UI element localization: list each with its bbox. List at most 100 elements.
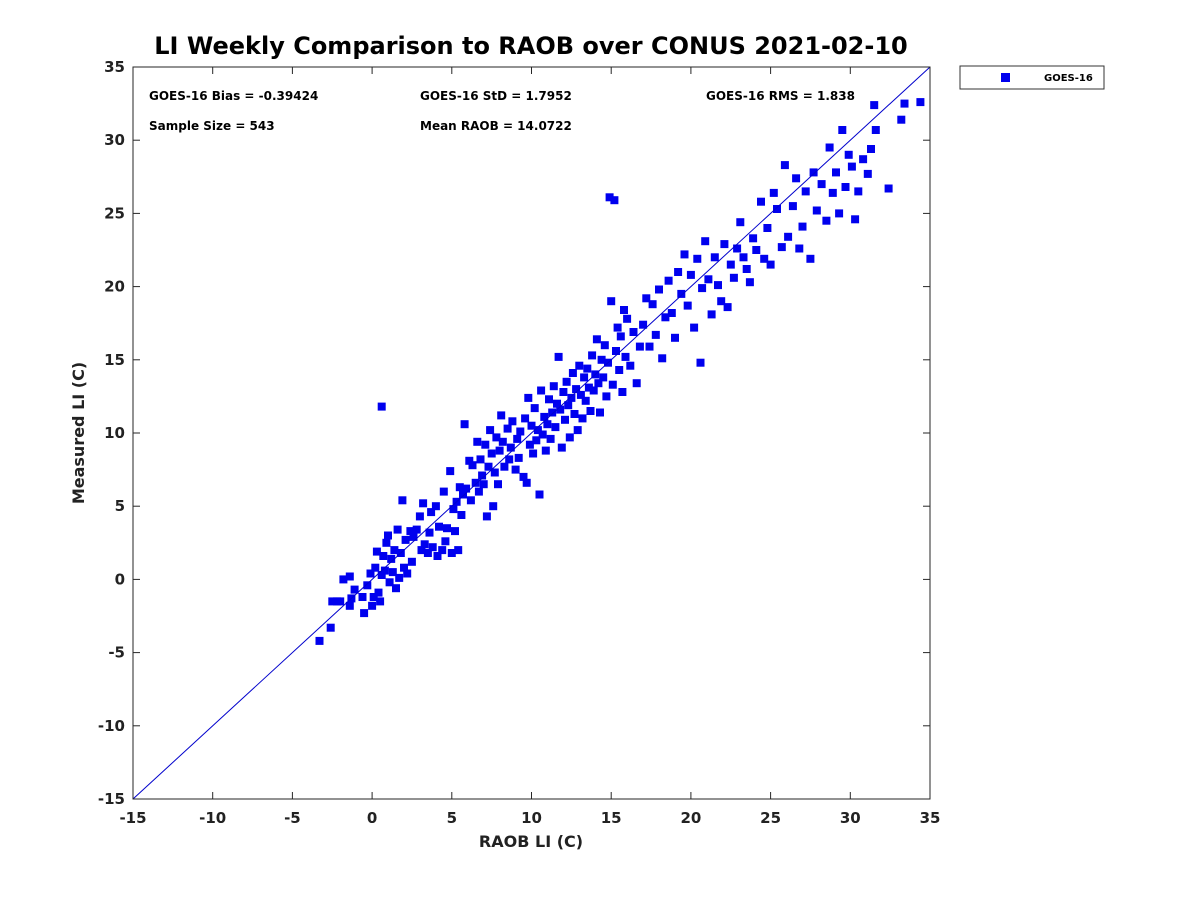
x-tick-label: 15 [601,809,622,827]
data-point [478,471,487,480]
data-point [538,430,547,439]
data-point [516,427,525,436]
data-point [835,209,844,218]
data-point [443,524,451,533]
data-point [336,597,345,606]
data-point [806,254,815,263]
data-point [677,289,686,298]
data-point [551,423,560,432]
data-point [651,330,660,339]
data-point [777,243,786,252]
data-point [623,314,632,323]
data-point [578,414,587,423]
data-point [425,528,434,537]
data-point [439,487,448,496]
data-point [387,554,396,563]
data-point [851,215,860,224]
data-point [686,270,695,279]
data-point [497,411,506,420]
legend[interactable]: GOES-16 [959,65,1105,90]
data-point [561,415,569,424]
data-point [390,546,399,555]
data-point [482,512,491,521]
data-point [400,563,408,572]
data-point [597,355,606,364]
data-point [489,502,498,511]
stat-rms: GOES-16 RMS = 1.838 [706,89,855,103]
data-point [739,253,748,262]
data-point [403,569,412,578]
chart-title: LI Weekly Comparison to RAOB over CONUS … [154,32,907,60]
x-tick-label: 30 [840,809,861,827]
data-point [884,184,893,193]
x-tick-label: -15 [119,809,146,827]
data-point [752,246,761,254]
data-point [369,593,378,601]
data-point [384,531,392,540]
data-point [435,522,443,531]
y-tick-label: 0 [115,570,125,588]
data-point [541,446,550,455]
data-point [546,434,555,443]
y-tick-label: 25 [104,204,125,222]
data-point [773,205,781,213]
data-point [473,437,482,446]
data-point [592,335,601,344]
data-point [447,549,456,557]
data-point [406,527,415,536]
data-point [449,505,458,514]
data-point [707,310,716,319]
data-point [642,294,651,303]
data-point [613,323,622,332]
data-point [522,478,531,487]
data-point [433,552,442,560]
data-point [427,508,436,517]
data-point [559,388,568,396]
data-point [714,281,722,290]
data-point [530,404,539,413]
stat-std: GOES-16 StD = 1.7952 [420,89,572,103]
data-point [487,449,496,458]
data-point [854,187,863,196]
data-point [358,593,367,601]
y-tick-label: 30 [104,131,125,149]
data-point [726,260,735,269]
data-point [599,373,608,382]
x-tick-label: 0 [367,809,377,827]
data-point [457,511,466,519]
data-point [717,297,726,306]
x-tick-label: 10 [521,809,542,827]
data-point [683,301,692,310]
data-point [553,399,561,408]
stat-sample-size: Sample Size = 543 [149,119,275,133]
data-point [620,306,628,314]
data-point [900,99,909,108]
data-point [863,169,872,178]
data-point [377,571,386,579]
data-point [564,401,573,410]
data-point [648,300,657,309]
data-point [393,525,402,534]
data-point [607,297,616,306]
data-point [498,437,507,446]
data-point [621,352,630,361]
data-point [490,468,499,477]
data-point [524,393,533,402]
data-point [795,244,804,253]
data-point [596,408,604,417]
data-point [328,597,337,606]
x-axis: -15 -10 -5 0 5 10 15 20 25 30 35 [119,67,940,827]
data-point [757,197,765,206]
data-point [543,420,552,429]
x-tick-label: 5 [447,809,457,827]
data-point [867,145,875,153]
data-point [529,449,538,458]
data-point [661,313,670,322]
data-point [503,424,512,433]
data-point [532,436,541,445]
data-point [506,443,515,452]
data-point [377,402,386,411]
data-point [616,332,625,341]
data-point [632,379,641,388]
data-point [392,584,400,593]
